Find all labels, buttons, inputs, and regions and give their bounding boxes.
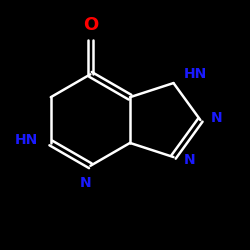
- Text: N: N: [80, 176, 91, 190]
- Text: N: N: [184, 152, 195, 166]
- Text: O: O: [83, 16, 98, 34]
- Text: HN: HN: [15, 134, 38, 147]
- Text: HN: HN: [184, 66, 207, 80]
- Text: N: N: [210, 110, 222, 124]
